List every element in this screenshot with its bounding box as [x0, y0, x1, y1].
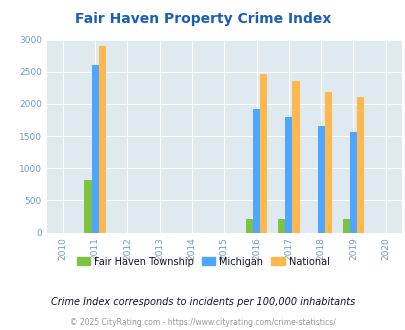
Bar	[252, 109, 260, 233]
Bar	[98, 46, 106, 233]
Bar	[356, 97, 363, 233]
Bar	[317, 126, 324, 233]
Bar	[92, 65, 98, 233]
Bar	[292, 81, 299, 233]
Bar	[349, 132, 356, 233]
Bar	[245, 219, 252, 233]
Bar	[277, 219, 285, 233]
Bar	[342, 219, 349, 233]
Legend: Fair Haven Township, Michigan, National: Fair Haven Township, Michigan, National	[72, 253, 333, 271]
Text: Fair Haven Property Crime Index: Fair Haven Property Crime Index	[75, 12, 330, 25]
Text: Crime Index corresponds to incidents per 100,000 inhabitants: Crime Index corresponds to incidents per…	[51, 297, 354, 307]
Bar	[260, 74, 266, 233]
Bar	[84, 180, 92, 233]
Text: © 2025 CityRating.com - https://www.cityrating.com/crime-statistics/: © 2025 CityRating.com - https://www.city…	[70, 318, 335, 327]
Bar	[324, 92, 331, 233]
Bar	[285, 117, 292, 233]
